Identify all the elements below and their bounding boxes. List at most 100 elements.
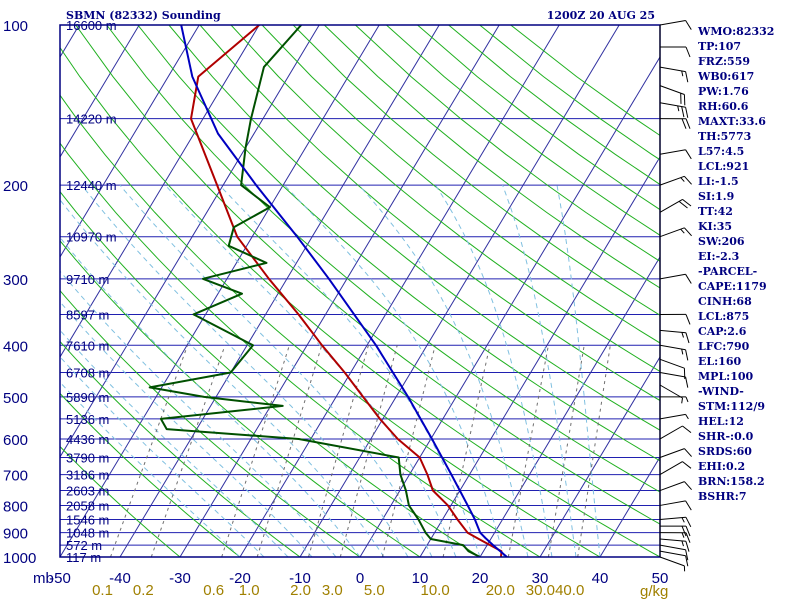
isotherm-line [299,25,620,557]
temperature-tick-label: 40 [592,570,609,587]
wind-barb [659,384,683,404]
wind-barb-flag [685,107,689,118]
wind-barb-flag [685,549,689,561]
parcel-trace [180,25,508,557]
mixing-ratio-unit: g/kg [640,583,668,600]
wind-barb-shaft [659,344,686,351]
height-label: 2058 m [66,498,109,513]
pressure-tick-label: 800 [3,498,28,515]
wind-barb-half [681,540,684,547]
wind-barb-flag [685,525,691,537]
dry-adiabat-line [199,25,660,402]
wind-barb-flag [681,106,685,118]
wind-barb-shaft [659,425,683,440]
wind-barb-shaft [659,149,686,155]
wind-barb [659,532,691,543]
mixing-ratio-line [547,345,585,557]
index-entry: -PARCEL- [698,265,757,278]
index-entry: EL:160 [698,355,741,368]
pressure-tick-label: 500 [3,390,28,407]
dry-adiabat-line [60,340,301,557]
mixing-ratio-label: 2.0 [290,582,311,599]
dry-adiabat-line [106,25,660,493]
dry-adiabat-line [60,46,660,557]
isotherm-line [60,25,320,458]
height-label: 4436 m [66,432,109,447]
isotherm-line [239,25,560,557]
height-label: 16600 m [66,18,117,33]
wind-barb-shaft [659,461,683,476]
mixing-ratio-line [150,345,226,557]
wind-barb-shaft [659,481,685,492]
index-entry: RH:60.6 [698,100,749,113]
wind-barb [659,175,692,186]
temperature-tick-label: 20 [472,570,489,587]
dry-adiabat-line [355,25,660,262]
index-entry: TH:5773 [698,130,751,143]
wind-barb [659,329,690,344]
wind-barb-flag [685,71,689,83]
mixing-ratio-label: 30.0 [526,582,555,599]
temperature-tick-label: -10 [289,570,311,587]
isotherm-line [60,25,200,258]
wind-barb-flag [685,555,689,567]
index-entry: HEL:12 [698,415,744,428]
wind-barb-shaft [659,175,685,186]
wind-barb-flag [684,481,692,491]
wind-barb-shaft [659,66,686,73]
dry-adiabat-line [261,25,660,344]
wind-barb-flag [681,118,687,129]
wind-barb [659,102,689,118]
dry-adiabat-line [230,25,660,372]
temperature-tick-label: -50 [49,570,71,587]
wind-barb-shaft [659,516,686,520]
index-entry: EI:-2.3 [698,250,739,263]
mixing-ratio-line [308,345,369,557]
index-entry: EHI:0.2 [698,460,745,473]
index-entry: LCL:921 [698,160,749,173]
wind-barb-flag [685,500,692,511]
plot-area [60,25,660,557]
moist-adiabat-line [60,236,361,557]
mixing-ratio-label: 1.0 [239,582,260,599]
wind-barb [659,227,692,238]
index-entry: SRDS:60 [698,445,752,458]
sounding-traces [148,25,508,557]
wind-barb-flag [685,46,691,58]
x-axis-unit: mb [33,570,54,587]
mixing-ratio-label: 0.6 [203,582,224,599]
wind-barb [659,344,689,361]
wind-barb [659,198,692,213]
wind-barb [659,516,692,528]
wind-barb-half [685,396,689,403]
pressure-tick-label: 200 [3,178,28,195]
mixing-ratio-line [381,345,436,557]
wind-barb-shaft [659,198,683,213]
dry-adiabat-line [60,240,421,557]
wind-barb-shaft [659,227,685,238]
dewpoint-trace [148,25,481,557]
wind-barb-half [681,397,683,404]
dry-adiabat-line [137,25,660,462]
wind-barb-flag [685,532,691,543]
wind-barb-flag [685,541,690,552]
wind-barb [659,481,692,492]
index-entry: CAP:2.6 [698,325,747,338]
index-entry: KI:35 [698,220,732,233]
wind-barb [659,461,692,476]
mixing-ratio-label: 0.2 [133,582,154,599]
wind-barb-flag [682,425,692,433]
moist-adiabat-line [60,270,337,557]
dry-adiabat-line [60,190,481,557]
height-label: 8597 m [66,307,109,322]
wind-barb-shaft [659,556,685,567]
wind-barb [659,500,692,511]
height-label: 7610 m [66,338,109,353]
isotherm-line [60,25,260,358]
moist-adiabat-line [119,184,433,557]
index-entry: LFC:790 [698,340,750,353]
wind-barb-shaft [659,413,686,420]
wind-barb [659,358,686,380]
temperature-tick-label: -30 [169,570,191,587]
